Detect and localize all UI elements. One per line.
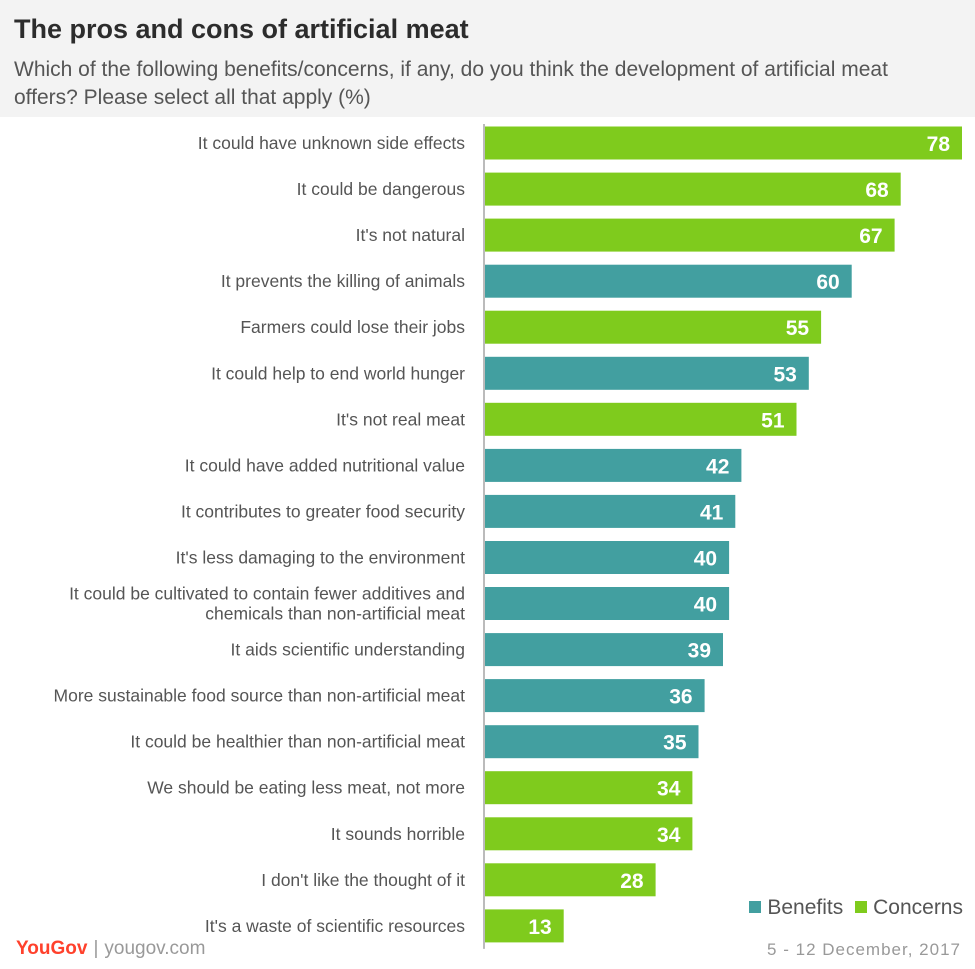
bar-value-label: 13 <box>528 916 551 939</box>
legend-label-benefits: Benefits <box>767 896 844 919</box>
bar-value-label: 68 <box>865 179 889 202</box>
bar-12 <box>484 633 723 667</box>
legend-item-concerns: Concerns <box>855 896 963 920</box>
bar-value-label: 53 <box>773 363 796 386</box>
bar-5 <box>484 310 822 344</box>
bar-2 <box>484 172 901 206</box>
bar-15 <box>484 771 693 805</box>
bar-18 <box>484 909 564 943</box>
bar-value-label: 39 <box>688 640 711 663</box>
category-label: I don't like the thought of it <box>261 870 465 890</box>
legend-label-concerns: Concerns <box>873 896 963 919</box>
footer-separator: | <box>93 938 99 959</box>
category-label: It's a waste of scientific resources <box>205 916 465 936</box>
bar-1 <box>484 126 962 160</box>
bar-value-label: 78 <box>927 133 951 156</box>
category-label: It aids scientific understanding <box>231 640 465 660</box>
bar-7 <box>484 402 797 436</box>
bar-14 <box>484 725 699 759</box>
chart-title: The pros and cons of artificial meat <box>14 14 469 44</box>
bar-17 <box>484 863 656 897</box>
category-label: It could be healthier than non-artificia… <box>130 732 465 752</box>
chart-header: The pros and cons of artificial meat Whi… <box>0 0 975 117</box>
bar-value-label: 28 <box>620 870 644 893</box>
bar-13 <box>484 679 705 713</box>
category-label: It could help to end world hunger <box>211 363 465 383</box>
legend-item-benefits: Benefits <box>749 896 843 920</box>
bar-value-label: 55 <box>786 317 810 340</box>
chart-subtitle: Which of the following benefits/concerns… <box>14 58 888 109</box>
bar-10 <box>484 541 730 574</box>
footer-site-link[interactable]: yougov.com <box>104 938 206 959</box>
bar-value-label: 35 <box>663 732 687 755</box>
category-label: We should be eating less meat, not more <box>147 778 465 798</box>
category-label: It's less damaging to the environment <box>176 548 465 568</box>
legend-swatch-concerns <box>855 901 868 913</box>
category-label: It could have unknown side effects <box>198 133 465 153</box>
bar-4 <box>484 264 852 298</box>
category-label: It's not real meat <box>336 409 465 429</box>
category-label: It sounds horrible <box>331 824 465 844</box>
category-label: It prevents the killing of animals <box>221 271 465 291</box>
footer-date: 5 - 12 December, 2017 <box>767 940 961 959</box>
bar-value-label: 40 <box>694 594 717 617</box>
category-label: More sustainable food source than non-ar… <box>54 686 466 706</box>
bar-11 <box>484 587 730 620</box>
footer-branding: YouGov | yougov.com <box>16 938 205 960</box>
category-label: It's not natural <box>356 225 465 245</box>
chart-legend: Benefits Concerns <box>743 896 963 920</box>
bar-value-label: 41 <box>700 501 724 524</box>
bar-9 <box>484 494 736 528</box>
bar-value-label: 40 <box>694 548 717 571</box>
bar-16 <box>484 817 693 851</box>
bar-3 <box>484 218 895 252</box>
bar-value-label: 34 <box>657 778 681 801</box>
bar-value-label: 42 <box>706 455 729 478</box>
bar-6 <box>484 356 809 390</box>
bar-value-label: 51 <box>761 409 785 432</box>
category-label: It contributes to greater food security <box>181 501 465 521</box>
category-label: Farmers could lose their jobs <box>240 317 465 337</box>
category-label: It could have added nutritional value <box>185 455 465 475</box>
legend-swatch-benefits <box>749 901 762 913</box>
bar-value-label: 67 <box>859 225 882 248</box>
bar-value-label: 36 <box>669 686 692 709</box>
bar-value-label: 60 <box>816 271 839 294</box>
yougov-logo: YouGov <box>16 938 88 959</box>
category-label: It could be cultivated to contain fewer … <box>69 584 465 624</box>
bar-8 <box>484 448 742 482</box>
category-label: It could be dangerous <box>297 179 466 199</box>
bar-value-label: 34 <box>657 824 681 847</box>
